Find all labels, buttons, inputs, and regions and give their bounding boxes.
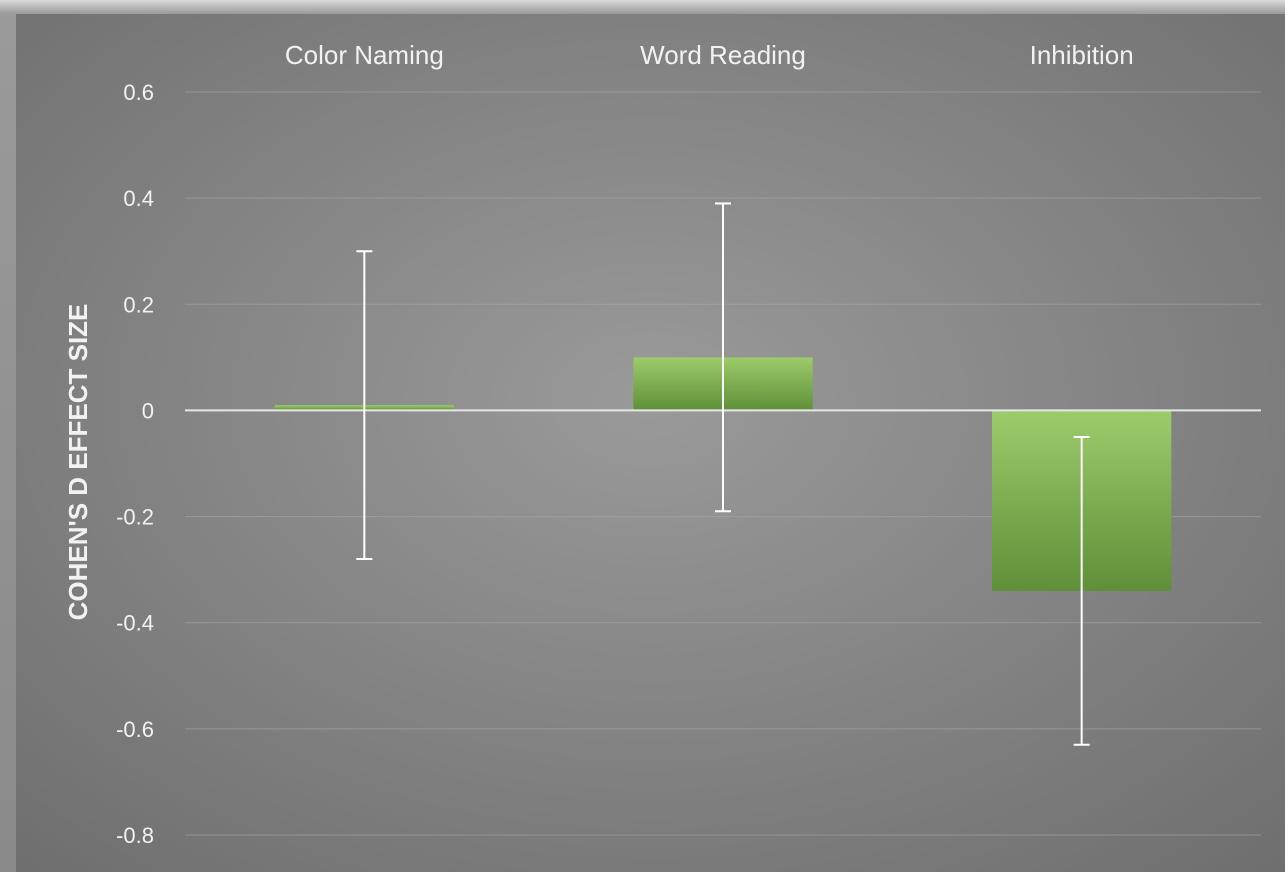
y-tick-label: 0.4: [123, 186, 154, 211]
error-bars: [356, 202, 1090, 746]
category-label: Word Reading: [640, 40, 806, 70]
y-tick-label: -0.6: [116, 717, 154, 742]
category-labels: Color Naming Word Reading Inhibition: [285, 40, 1134, 70]
y-tick-label: 0.2: [123, 292, 154, 317]
y-axis-title: COHEN'S D EFFECT SIZE: [63, 304, 93, 621]
y-tick-label: -0.4: [116, 611, 154, 636]
category-label: Inhibition: [1030, 40, 1134, 70]
y-tick-labels: 0.6 0.4 0.2 0 -0.2 -0.4 -0.6 -0.8: [116, 80, 154, 848]
y-tick-label: -0.8: [116, 823, 154, 848]
y-tick-label: 0.6: [123, 80, 154, 105]
y-tick-label: -0.2: [116, 505, 154, 530]
y-tick-label: 0: [142, 398, 154, 423]
category-label: Color Naming: [285, 40, 444, 70]
